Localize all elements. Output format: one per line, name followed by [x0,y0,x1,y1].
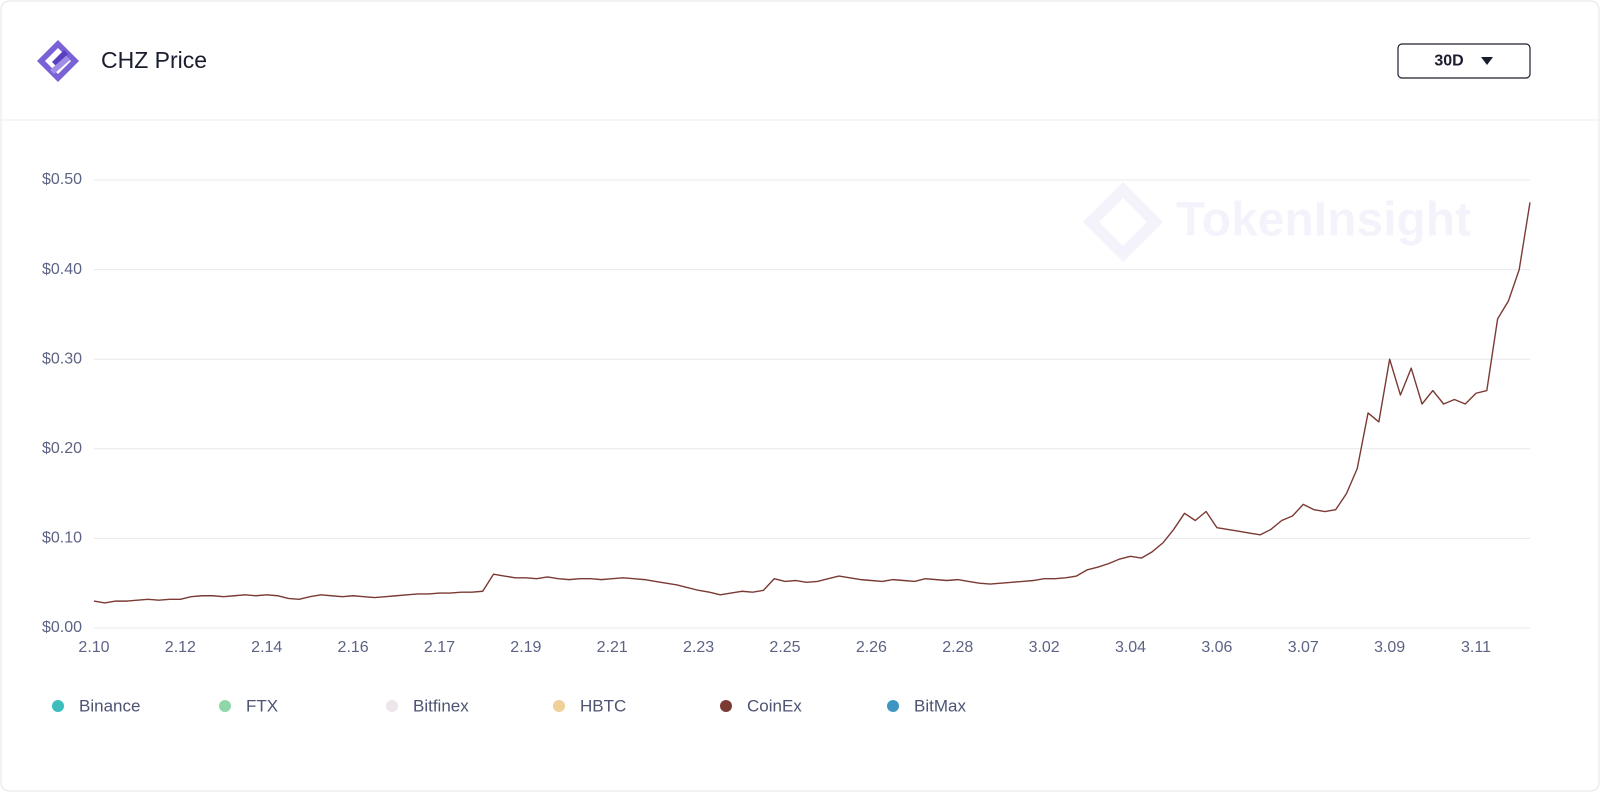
y-tick-label: $0.50 [42,171,82,188]
legend-label[interactable]: FTX [246,696,278,715]
x-tick-label: 2.26 [856,639,887,656]
y-tick-label: $0.40 [42,261,82,278]
x-tick-label: 2.21 [597,639,628,656]
x-tick-label: 3.11 [1461,639,1491,656]
watermark: TokenInsight [1083,182,1471,262]
x-tick-label: 3.02 [1029,639,1060,656]
range-button[interactable]: 30D [1397,43,1531,79]
legend-swatch [720,700,732,712]
legend-label[interactable]: Bitfinex [413,696,469,715]
legend-swatch [386,700,398,712]
x-tick-label: 2.10 [78,639,109,656]
x-tick-label: 3.06 [1201,639,1232,656]
x-tick-label: 2.16 [338,639,369,656]
legend-label[interactable]: BitMax [914,696,966,715]
legend-swatch [52,700,64,712]
x-tick-label: 2.19 [510,639,541,656]
y-tick-label: $0.30 [42,350,82,367]
range-label[interactable]: 30D [1434,53,1463,70]
x-tick-label: 3.07 [1288,639,1319,656]
y-tick-label: $0.00 [42,619,82,636]
chart-title: CHZ Price [101,47,207,73]
legend-label[interactable]: HBTC [580,696,626,715]
legend-label[interactable]: Binance [79,696,140,715]
price-line [93,202,1531,604]
x-tick-label: 2.17 [424,639,455,656]
y-tick-label: $0.10 [42,530,82,547]
x-tick-label: 3.04 [1115,639,1146,656]
x-tick-label: 2.12 [165,639,196,656]
legend-label[interactable]: CoinEx [747,696,802,715]
x-tick-label: 2.28 [942,639,973,656]
legend-swatch [219,700,231,712]
y-tick-label: $0.20 [42,440,82,457]
x-tick-label: 2.23 [683,639,714,656]
watermark-text: TokenInsight [1176,194,1471,247]
legend-swatch [887,700,899,712]
x-tick-label: 2.14 [251,639,282,656]
legend-swatch [553,700,565,712]
x-tick-label: 3.09 [1374,639,1405,656]
x-tick-label: 2.25 [769,639,800,656]
logo [37,40,79,82]
